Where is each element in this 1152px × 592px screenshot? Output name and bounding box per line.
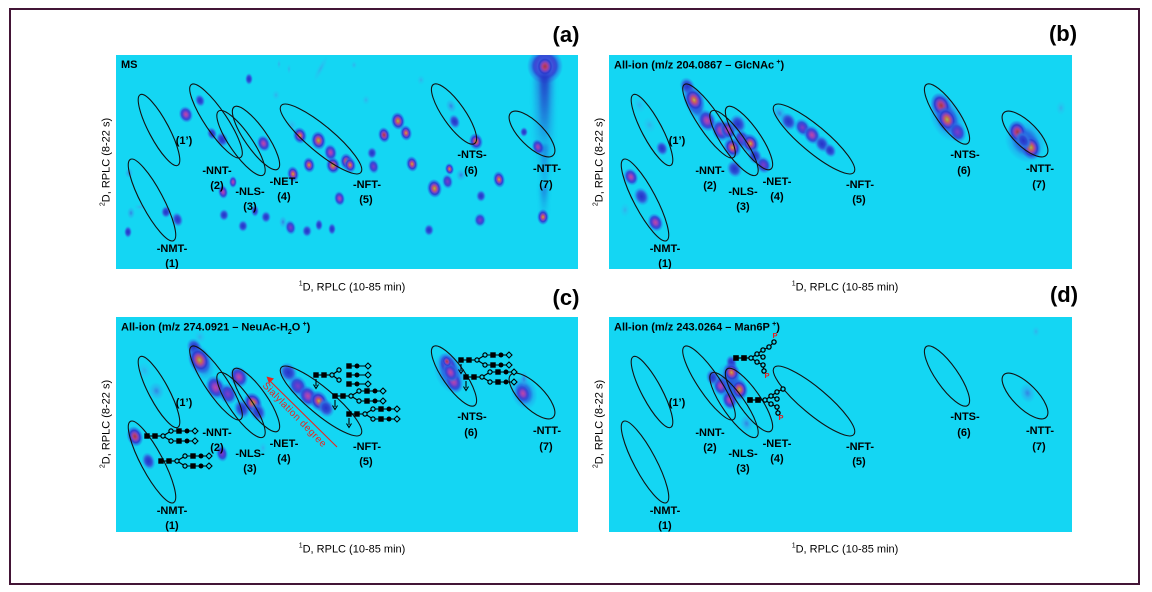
svg-text:P: P bbox=[772, 331, 777, 340]
svg-text:P: P bbox=[778, 413, 783, 422]
svg-text:P: P bbox=[764, 371, 769, 380]
